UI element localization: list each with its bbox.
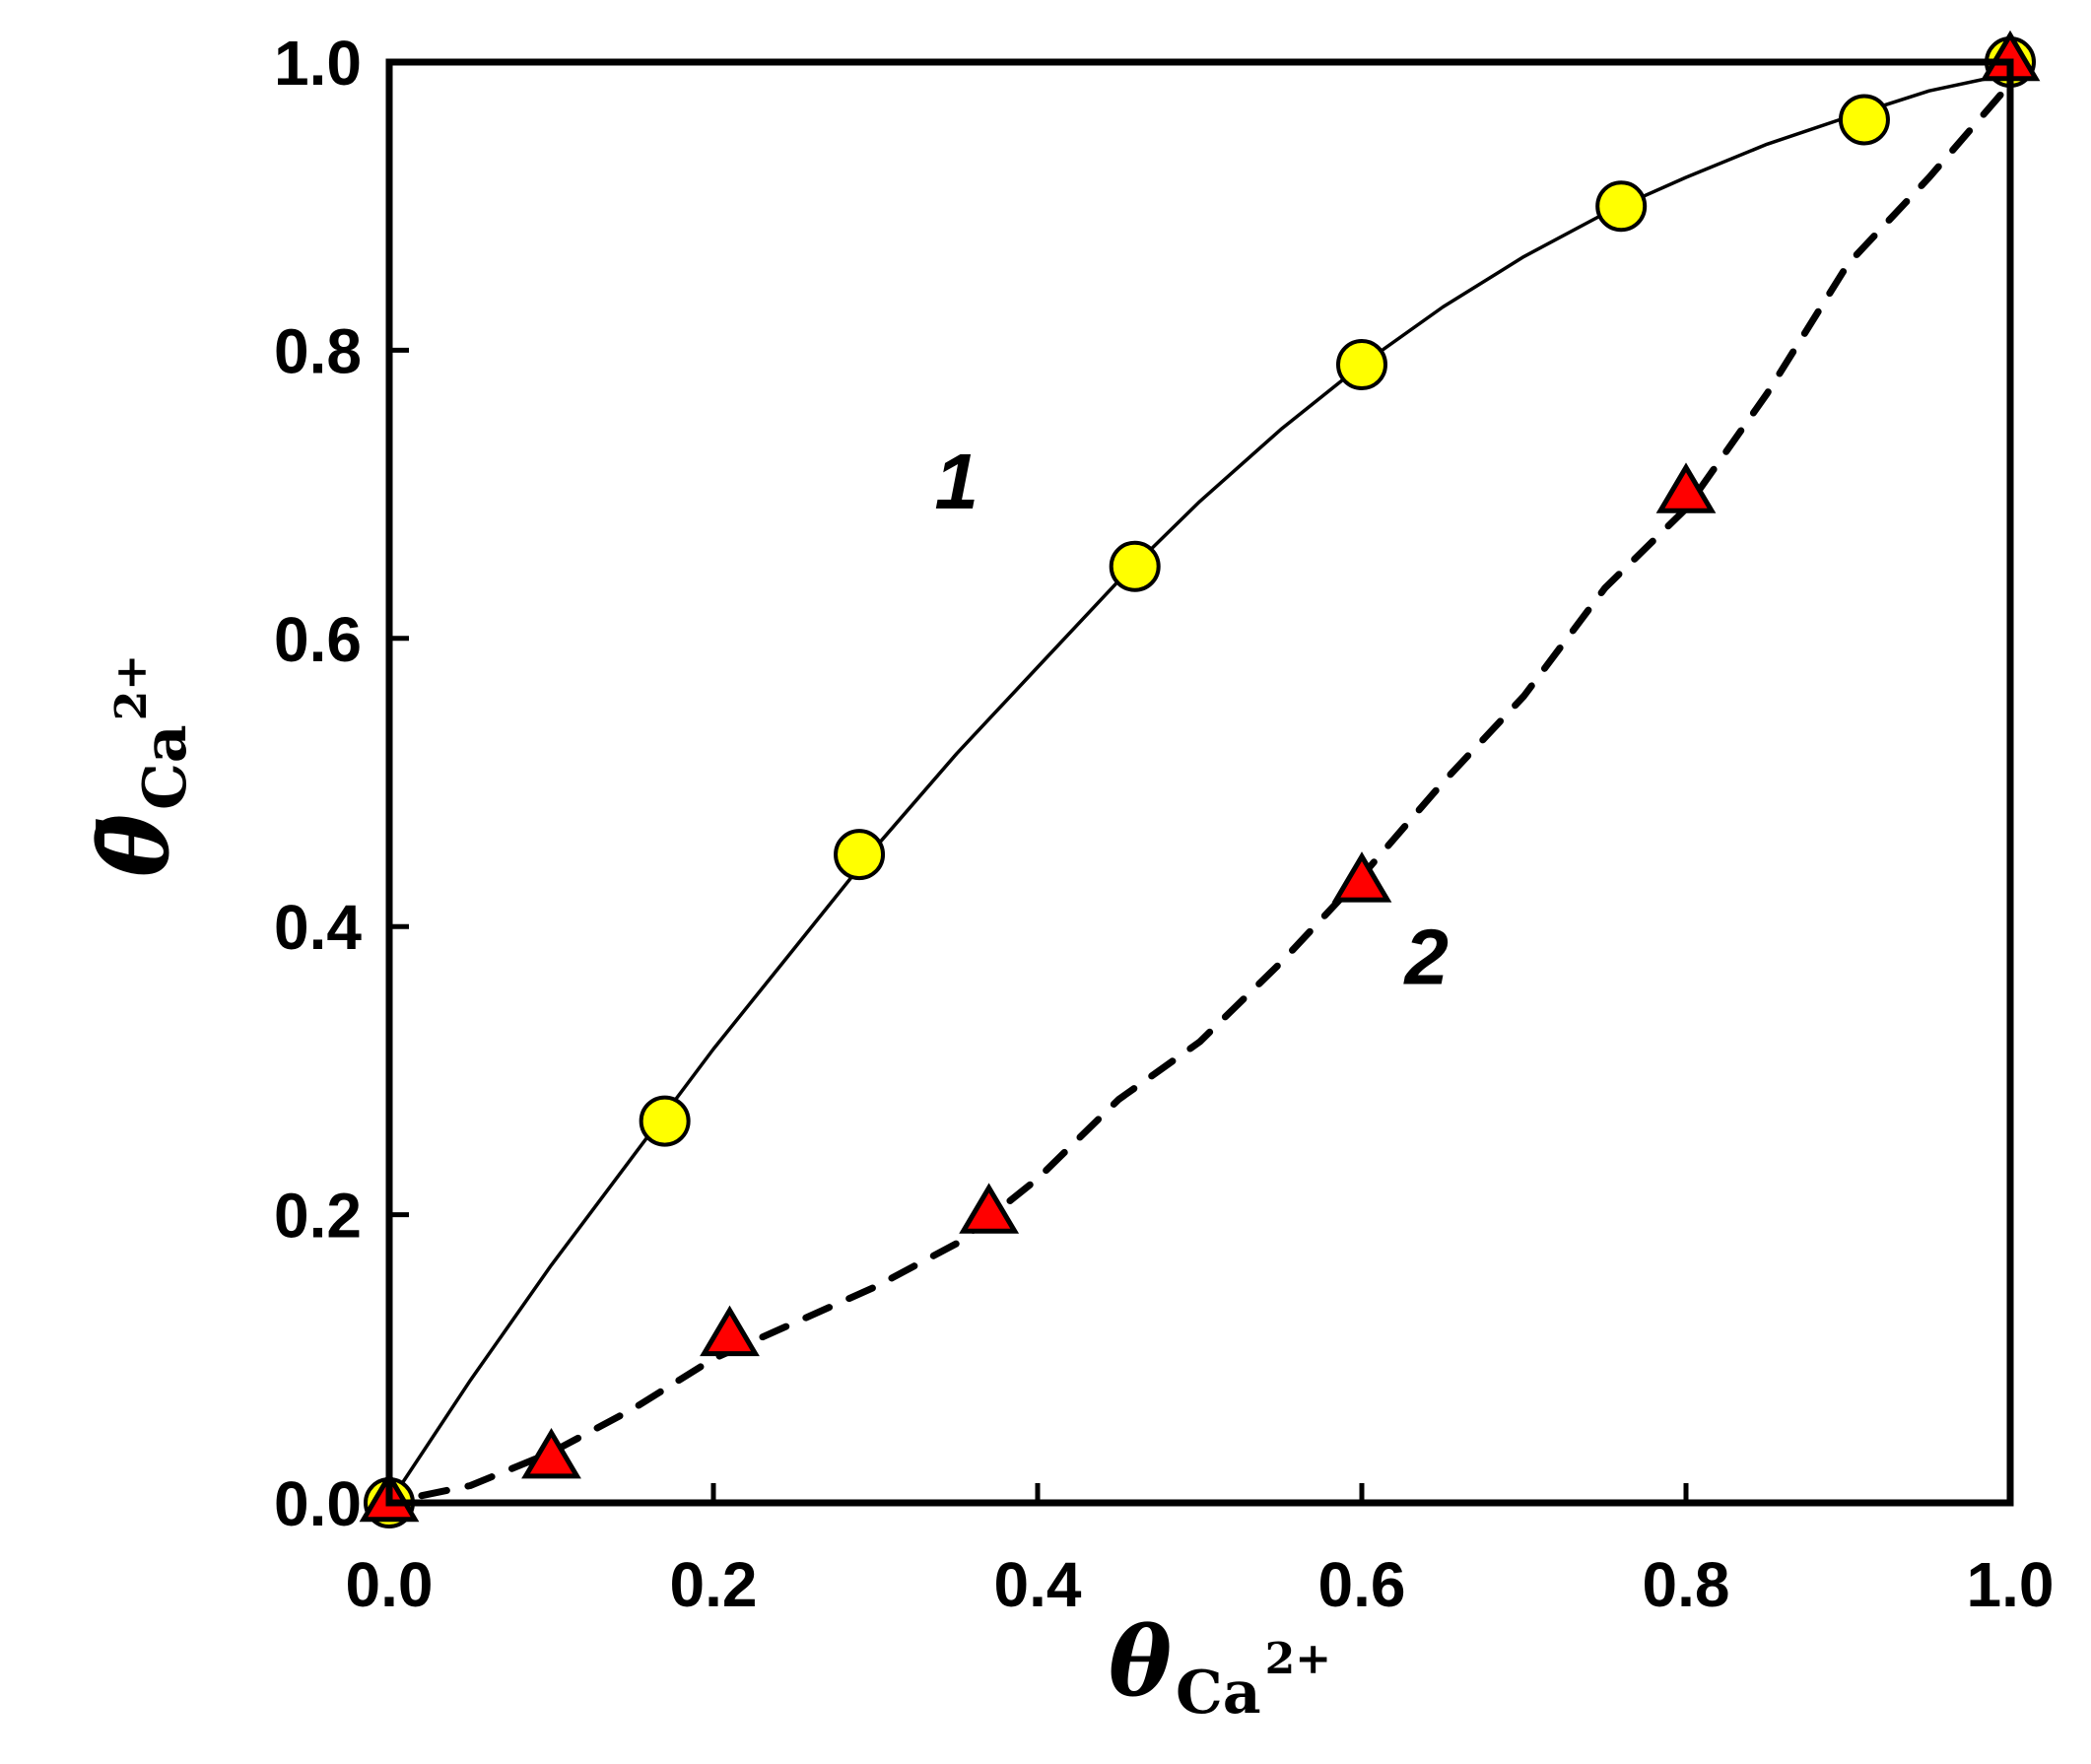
series-1-point <box>1336 339 1387 391</box>
y-axis-label-sup: 2+ <box>106 654 157 720</box>
series-1-point <box>1595 180 1648 233</box>
y-axis-label-sub: Ca <box>131 724 200 810</box>
series-1-point <box>639 1095 691 1147</box>
x-tick-label: 0.2 <box>670 1549 758 1620</box>
series-2-point <box>521 1427 581 1479</box>
x-tick-label: 0.4 <box>994 1549 1082 1620</box>
series-1-point <box>1838 94 1890 146</box>
x-tick-label: 1.0 <box>1967 1549 2055 1620</box>
y-tick-label: 1.0 <box>274 28 362 99</box>
x-tick-label: 0.6 <box>1318 1549 1406 1620</box>
series-2-label: 2 <box>1403 914 1450 1001</box>
plot-frame <box>385 58 2014 1507</box>
y-axis-label: θ̄ Ca 2+ <box>79 654 200 877</box>
series-1-point <box>1109 540 1161 592</box>
y-tick-label: 0.8 <box>274 315 362 386</box>
x-axis-label-sub: Ca <box>1176 1659 1261 1728</box>
series-2-point <box>1331 851 1392 903</box>
svg-text:θ̄ Ca 2+: θ̄ Ca 2+ <box>79 654 200 877</box>
series-1-point <box>834 829 886 881</box>
x-tick-label: 0.8 <box>1643 1549 1730 1620</box>
series-2-point <box>700 1305 760 1357</box>
y-tick-label: 0.0 <box>274 1468 362 1539</box>
series-2-line <box>418 80 2014 1500</box>
y-tick-label: 0.4 <box>274 892 362 963</box>
y-axis-ticks: 0.0 0.2 0.4 0.6 0.8 1.0 <box>274 28 409 1539</box>
y-tick-label: 0.6 <box>274 604 362 675</box>
series-2-point <box>1655 462 1717 513</box>
y-axis-label-symbol: θ̄ <box>79 814 190 877</box>
series-1-label: 1 <box>935 438 979 525</box>
x-axis-label: θ Ca 2+ <box>1109 1606 1331 1728</box>
x-tick-label: 0.0 <box>346 1549 434 1620</box>
x-axis-label-sup: 2+ <box>1265 1634 1331 1684</box>
svg-text:θ Ca 2+: θ Ca 2+ <box>1109 1606 1331 1728</box>
series-2-point <box>959 1183 1020 1234</box>
curve-labels: 12 <box>935 438 1450 1000</box>
y-tick-label: 0.2 <box>274 1181 362 1252</box>
x-axis-label-symbol: θ <box>1109 1606 1172 1718</box>
x-axis-ticks: 0.0 0.2 0.4 0.6 0.8 1.0 <box>346 1483 2055 1620</box>
